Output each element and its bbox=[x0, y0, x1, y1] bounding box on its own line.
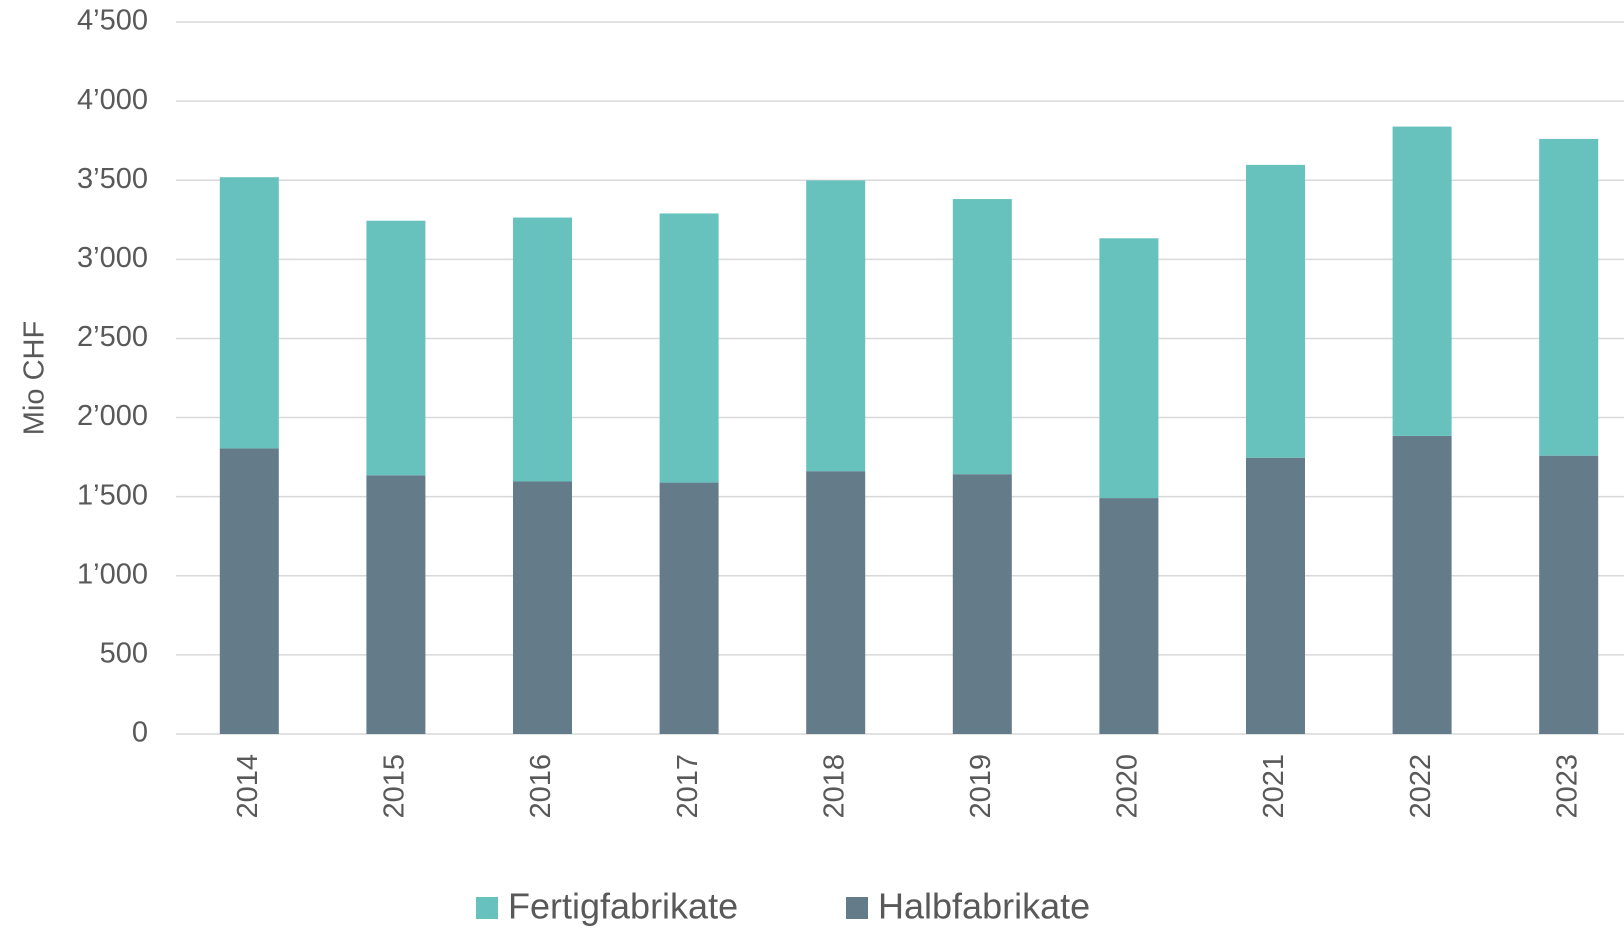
y-tick-label: 0 bbox=[132, 717, 148, 749]
bar-segment bbox=[1246, 164, 1305, 458]
x-tick-label: 2015 bbox=[379, 754, 411, 819]
bar-segment bbox=[1099, 498, 1159, 734]
bar-segment bbox=[219, 177, 279, 449]
x-tick-label: 2019 bbox=[965, 754, 997, 819]
x-tick-label: 2023 bbox=[1551, 754, 1583, 819]
bar-segment bbox=[513, 481, 572, 734]
bar-segment bbox=[513, 217, 572, 482]
bar-segment bbox=[1392, 435, 1452, 734]
y-tick-label: 1’000 bbox=[77, 558, 148, 590]
y-tick-label: 3’000 bbox=[77, 242, 148, 274]
legend-swatch bbox=[476, 897, 498, 919]
bar-segment bbox=[1392, 126, 1452, 436]
bar-segment bbox=[1099, 238, 1159, 499]
bar-segment bbox=[806, 471, 866, 734]
y-tick-label: 1’500 bbox=[77, 479, 148, 511]
x-tick-label: 2014 bbox=[232, 754, 264, 819]
bar-segment bbox=[806, 180, 866, 472]
x-tick-label: 2017 bbox=[672, 754, 704, 819]
y-tick-label: 2’500 bbox=[77, 321, 148, 353]
bar-segment bbox=[366, 220, 426, 476]
bar-segment bbox=[659, 482, 719, 734]
bar-segment bbox=[1539, 455, 1599, 734]
x-tick-label: 2020 bbox=[1112, 754, 1144, 819]
y-tick-label: 4’500 bbox=[77, 5, 148, 37]
bar-segment bbox=[1246, 457, 1305, 734]
bar-segment bbox=[366, 475, 426, 734]
bar-segment bbox=[659, 213, 719, 483]
legend-label: Fertigfabrikate bbox=[508, 886, 738, 927]
legend-swatch bbox=[846, 897, 868, 919]
x-tick-label: 2018 bbox=[818, 754, 850, 819]
bar-segment bbox=[952, 474, 1012, 734]
bar-segment bbox=[952, 199, 1012, 475]
y-tick-label: 3’500 bbox=[77, 163, 148, 195]
y-tick-label: 500 bbox=[100, 638, 148, 670]
legend-label: Halbfabrikate bbox=[878, 886, 1090, 927]
x-tick-label: 2016 bbox=[525, 754, 557, 819]
y-axis-title: Mio CHF bbox=[19, 321, 51, 435]
bar-segment bbox=[1539, 138, 1599, 456]
y-tick-label: 4’000 bbox=[77, 84, 148, 116]
y-tick-label: 2’000 bbox=[77, 400, 148, 432]
x-tick-label: 2021 bbox=[1258, 754, 1290, 819]
x-tick-label: 2022 bbox=[1405, 754, 1437, 819]
bar-segment bbox=[219, 448, 279, 734]
